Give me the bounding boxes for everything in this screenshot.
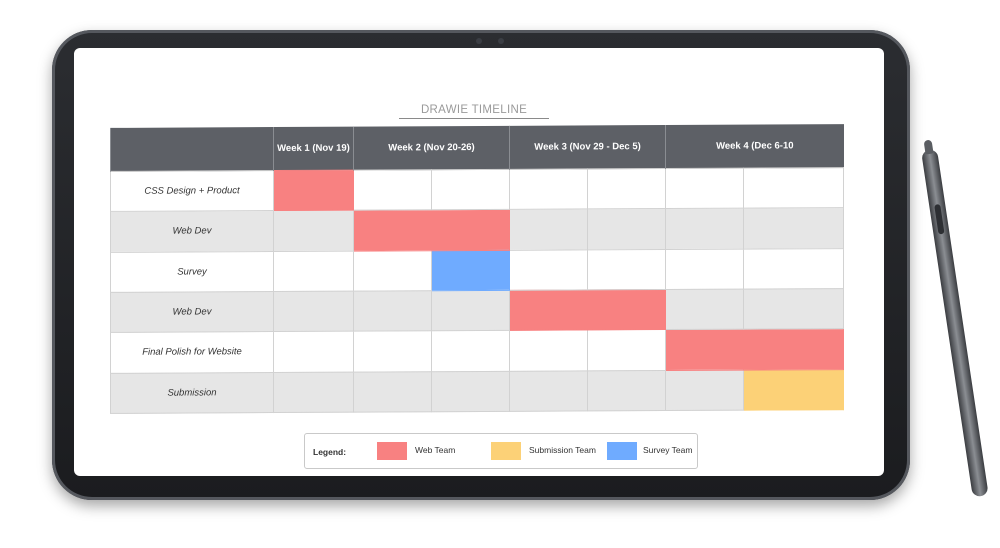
grid-cell [743,288,844,330]
header-week-1: Week 1 (Nov 19) [273,126,354,171]
task-label: Web Dev [110,210,274,253]
grid-cell [587,370,666,411]
grid-cell [509,370,588,412]
grid-cell [743,167,844,209]
grid-cell [587,329,666,371]
grid-cell [353,169,432,211]
grid-cell [587,168,666,210]
header-week-3: Week 3 (Nov 29 - Dec 5) [509,125,666,170]
legend: Legend: Web Team Submission Team Survey … [304,433,698,469]
task-label: Web Dev [110,291,274,333]
grid-cell [273,371,354,413]
grid-cell [431,169,510,211]
task-row: Final Polish for Website [110,328,844,374]
grid-cell [665,248,744,290]
gantt-table: Week 1 (Nov 19) Week 2 (Nov 20-26) Week … [110,124,844,414]
web-team-swatch [377,442,407,460]
task-row: Survey [110,248,844,293]
task-row: Submission [110,369,844,414]
task-label: Survey [110,251,274,293]
grid-cell [509,209,588,250]
task-row: CSS Design + Product [110,167,844,212]
grid-cell [665,289,744,330]
grid-cell [509,249,588,291]
tablet-device: DRAWIE TIMELINE Week 1 (Nov 19) Week 2 (… [52,30,910,500]
legend-label: Legend: [313,447,347,457]
grid-cell [587,208,666,250]
header-week-4: Week 4 (Dec 6-10 [665,124,844,169]
grid-cell [509,330,588,371]
task-label: Submission [110,372,274,414]
grid-cell [353,290,432,332]
grid-cell [353,250,432,292]
grid-cell [353,331,432,372]
grid-cell [743,207,844,249]
sensor-icon [498,38,504,44]
grid-cell [509,168,588,210]
grid-cell [273,331,354,373]
task-label: CSS Design + Product [110,170,274,212]
grid-cell [431,330,510,372]
grid-cell [743,248,844,290]
submission-team-swatch [491,442,521,460]
legend-survey-team: Survey Team [643,445,693,455]
grid-cell [273,210,354,252]
grid-cell [665,168,744,209]
task-row: Web Dev [110,207,844,253]
grid-cell [273,291,354,332]
legend-web-team: Web Team [415,445,456,455]
stylus-button [934,203,945,235]
grid-cell [587,249,666,290]
stylus-pen [921,139,989,498]
grid-cell [273,250,354,292]
task-row: Web Dev [110,288,844,333]
survey-team-bar [431,249,510,291]
grid-cell [431,370,510,412]
grid-cell [431,290,510,332]
timeline-title: DRAWIE TIMELINE [399,104,549,119]
task-label: Final Polish for Website [110,331,274,374]
web-team-bar [353,209,510,251]
grid-cell [353,371,432,413]
grid-cell [665,208,744,250]
camera-icon [476,38,482,44]
tablet-screen: DRAWIE TIMELINE Week 1 (Nov 19) Week 2 (… [74,48,884,476]
header-row: Week 1 (Nov 19) Week 2 (Nov 20-26) Week … [110,124,844,172]
header-week-2: Week 2 (Nov 20-26) [353,125,510,171]
survey-team-swatch [607,442,637,460]
gantt-chart: Week 1 (Nov 19) Week 2 (Nov 20-26) Week … [110,124,844,414]
web-team-bar [509,289,666,331]
grid-cell [665,369,744,411]
legend-submission-team: Submission Team [529,445,596,455]
web-team-bar [273,170,354,211]
stylus-tip [923,139,934,155]
header-task-column [110,127,274,172]
web-team-bar [665,328,844,371]
submission-team-bar [743,369,844,411]
